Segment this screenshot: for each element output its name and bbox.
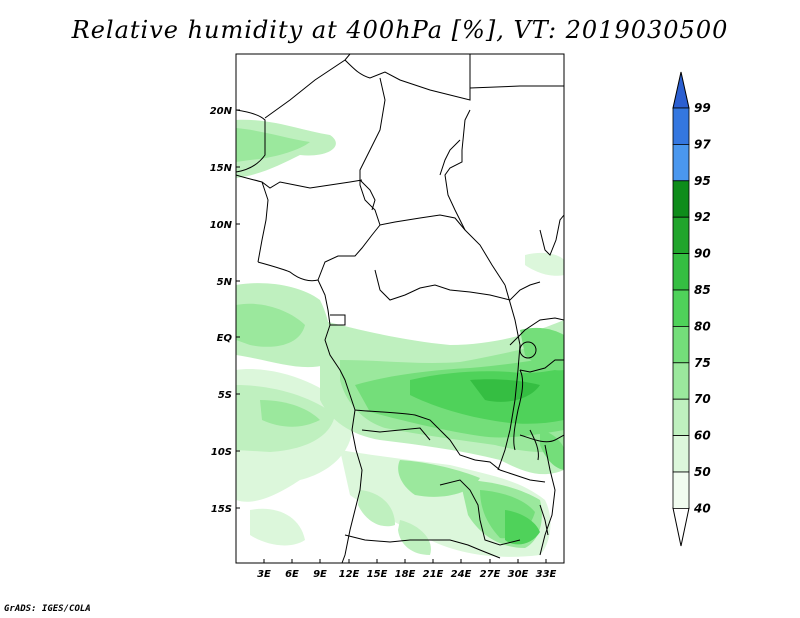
colorbar-label: 50 (694, 465, 711, 479)
colorbar-label: 60 (694, 429, 711, 443)
lat-label: 5N (217, 277, 233, 288)
colorbar-top-arrow (672, 71, 690, 109)
colorbar-labels: 99 97 95 92 90 85 80 75 70 60 50 40 (693, 101, 711, 515)
lon-label: 30E (508, 569, 529, 580)
colorbar-segment (672, 398, 690, 437)
lon-label: 21E (423, 569, 444, 580)
colorbar-segment (672, 180, 690, 218)
lon-label: 33E (536, 569, 557, 580)
lon-label: 9E (313, 569, 327, 580)
colorbar-segment (672, 253, 690, 291)
colorbar-label: 70 (694, 392, 711, 406)
lon-label: 24E (451, 569, 472, 580)
lat-label: 15S (211, 504, 232, 515)
lat-label: 20N (210, 106, 233, 117)
lakes (513, 341, 549, 536)
latitude-axis: 20N 15N 10N 5N EQ 5S 10S 15S (210, 106, 233, 515)
colorbar-segment (672, 471, 690, 509)
colorbar-segment (672, 289, 690, 327)
lat-label: 10N (210, 220, 233, 231)
latitude-ticks (236, 109, 240, 509)
colorbar-label: 92 (694, 210, 711, 224)
lon-label: 27E (480, 569, 501, 580)
longitude-axis: 3E 6E 9E 12E 15E 18E 21E 24E 27E 30E 33E (257, 569, 556, 580)
colorbar-segment (672, 216, 690, 254)
colorbar-label: 95 (694, 174, 711, 188)
longitude-ticks (263, 559, 547, 563)
colorbar-label: 97 (694, 137, 711, 151)
colorbar-segment (672, 325, 690, 364)
lat-label: EQ (217, 333, 233, 344)
colorbar-label: 75 (694, 356, 711, 370)
colorbar-label: 80 (694, 319, 711, 333)
colorbar-label: 90 (694, 247, 711, 261)
colorbar-segment (672, 362, 690, 400)
lat-label: 5S (218, 390, 232, 401)
lon-label: 15E (367, 569, 388, 580)
country-boundaries (236, 54, 564, 563)
map-frame (235, 53, 565, 564)
colorbar-bottom-arrow (672, 507, 690, 547)
colorbar (672, 71, 690, 547)
colorbar-segment (672, 143, 690, 182)
lat-label: 15N (210, 163, 233, 174)
lon-label: 18E (395, 569, 416, 580)
grads-credit: GrADS: IGES/COLA (4, 604, 91, 614)
colorbar-label: 40 (693, 501, 711, 515)
colorbar-label: 85 (694, 283, 711, 297)
lon-label: 3E (257, 569, 271, 580)
colorbar-label: 99 (694, 101, 711, 115)
lon-label: 6E (285, 569, 299, 580)
colorbar-segment (672, 435, 690, 473)
colorbar-segment (672, 107, 690, 145)
humidity-field (236, 119, 564, 557)
lon-label: 12E (339, 569, 360, 580)
chart-title: Relative humidity at 400hPa [%], VT: 201… (71, 16, 729, 44)
lat-label: 10S (211, 447, 232, 458)
